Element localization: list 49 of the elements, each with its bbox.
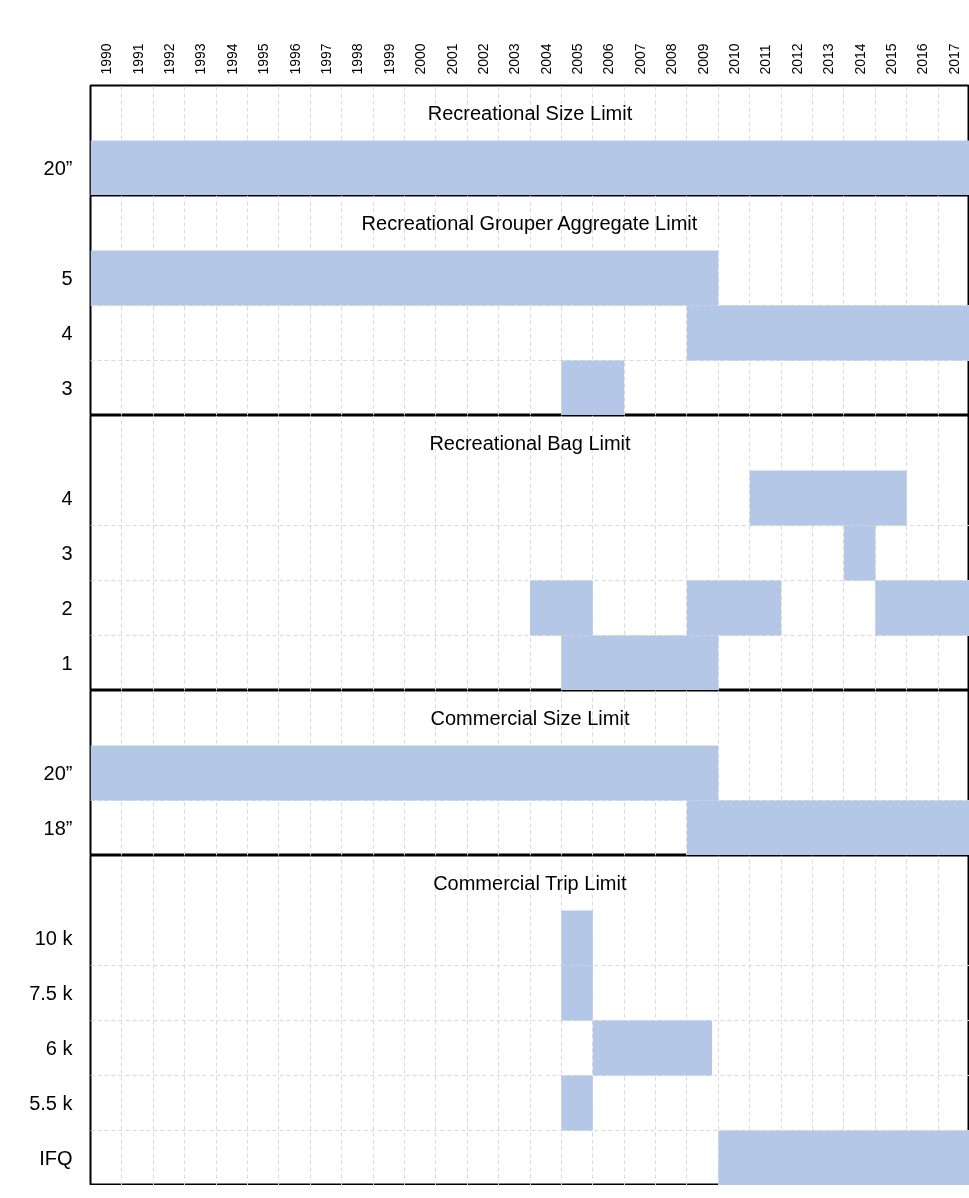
- x-tick-label: 2017: [945, 43, 962, 75]
- x-tick-label: 1993: [192, 43, 209, 75]
- chart-title: Recreational Bag Limit: [429, 432, 632, 454]
- y-tick-label: 4: [61, 322, 73, 344]
- y-tick-label: 7.5 k: [29, 982, 74, 1004]
- chart-title: Recreational Grouper Aggregate Limit: [361, 212, 698, 234]
- x-tick-label: 1996: [286, 43, 303, 75]
- bar: [875, 580, 969, 636]
- x-tick-label: 2011: [757, 44, 774, 75]
- x-tick-label: 2010: [726, 43, 743, 75]
- y-tick-label: IFQ: [39, 1147, 73, 1169]
- y-tick-label: 5: [61, 267, 73, 289]
- x-tick-label: 1997: [317, 43, 334, 75]
- y-tick-label: 18”: [43, 817, 73, 839]
- text: Recreational Size Limit: [427, 102, 633, 124]
- y-tick-label: 10 k: [34, 927, 74, 949]
- chart-title: Commercial Size Limit: [430, 707, 630, 729]
- x-tick-label: 2008: [663, 43, 680, 75]
- x-tick-label: 2006: [600, 43, 617, 75]
- y-tick-label: 5.5 k: [29, 1092, 74, 1114]
- x-tick-label: 2000: [412, 43, 429, 75]
- y-tick-label: 3: [61, 542, 73, 564]
- x-tick-label: 2004: [537, 43, 554, 75]
- chart-title: Commercial Trip Limit: [433, 872, 627, 894]
- x-tick-label: 1999: [380, 43, 397, 75]
- x-tick-label: 1994: [223, 43, 240, 75]
- x-tick-label: 2007: [631, 43, 648, 75]
- x-tick-label: 1995: [255, 43, 272, 75]
- y-tick-label: 1: [61, 652, 73, 674]
- x-tick-label: 2012: [788, 43, 805, 75]
- x-tick-label: 2013: [820, 43, 837, 75]
- x-tick-label: 2016: [914, 43, 931, 75]
- x-tick-label: 1990: [98, 43, 115, 75]
- y-tick-label: 6 k: [45, 1037, 74, 1059]
- x-tick-label: 2001: [443, 43, 460, 75]
- y-tick-label: 3: [61, 377, 73, 399]
- x-tick-label: 1991: [129, 43, 146, 75]
- y-tick-label: 20”: [43, 157, 73, 179]
- x-tick-label: 2005: [569, 43, 586, 75]
- x-tick-label: 2009: [694, 43, 711, 75]
- y-tick-label: 4: [61, 487, 73, 509]
- x-tick-label: 2014: [851, 43, 868, 75]
- x-tick-label: 1992: [160, 43, 177, 75]
- x-tick-label: 1998: [349, 43, 366, 75]
- y-tick-label: 2: [61, 597, 73, 619]
- x-tick-label: 2003: [506, 43, 523, 75]
- x-tick-label: 2002: [474, 43, 491, 75]
- x-tick-label: 2015: [883, 43, 900, 75]
- y-tick-label: 20”: [43, 762, 73, 784]
